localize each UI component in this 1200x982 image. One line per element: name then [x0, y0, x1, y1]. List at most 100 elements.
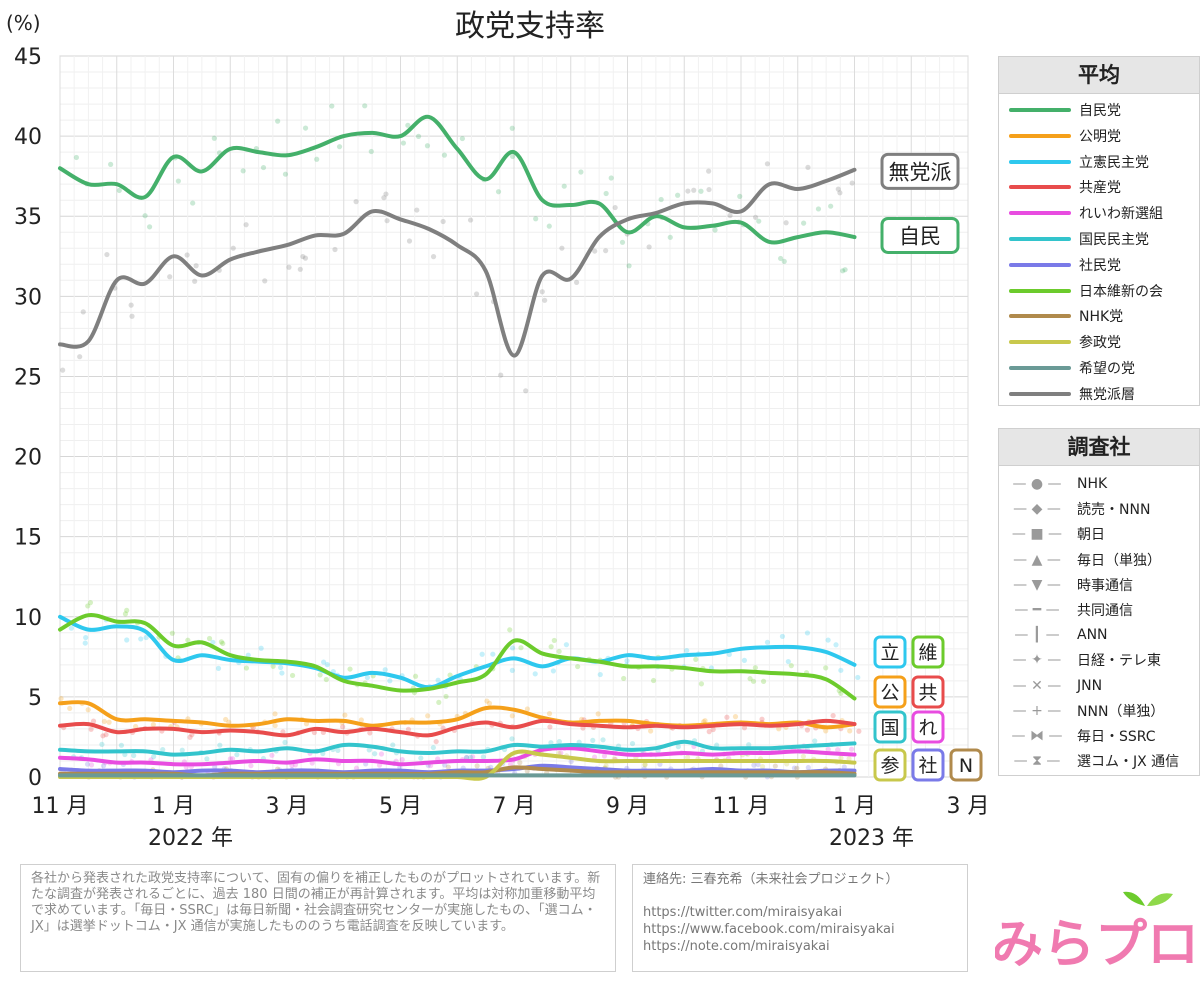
legend-item: NHK党: [1009, 305, 1123, 327]
survey-point: [710, 726, 716, 733]
survey-point: [87, 600, 94, 606]
survey-point: [206, 635, 213, 642]
survey-point: [340, 724, 346, 730]
survey-point: [556, 739, 562, 745]
survey-point: [479, 651, 485, 657]
survey-point: [243, 222, 249, 228]
survey-point: [220, 640, 226, 647]
survey-point: [756, 218, 762, 224]
survey-point: [85, 603, 91, 609]
survey-legend-label: NNN（単独）: [1077, 703, 1165, 720]
x-axis: 11 月 1 月 3 月 5 月 7 月 9 月 11 月 1 月 3 月 2022 年 2023 …: [32, 794, 990, 851]
survey-point: [849, 180, 855, 186]
twitter-link[interactable]: https://twitter.com/miraisyakai: [643, 905, 843, 920]
x-tick-label: 1 月: [833, 794, 876, 819]
survey-legend-item: — ✦ — 日経・テレ東: [1005, 649, 1161, 671]
survey-point: [590, 737, 596, 743]
circle-icon: — ● —: [1012, 476, 1062, 492]
survey-point: [856, 728, 862, 734]
survey-point: [546, 711, 553, 717]
survey-point: [760, 678, 767, 684]
survey-point: [573, 279, 580, 285]
x-tick-label: 3 月: [266, 794, 309, 819]
legend-item: 無党派層: [1009, 383, 1135, 405]
method-note: 各社から発表された政党支持率について、固有の偏りを補正したものがプロットされてい…: [20, 864, 616, 972]
survey-point: [691, 187, 697, 193]
survey-point: [227, 756, 233, 762]
survey-point: [684, 754, 691, 760]
survey-point: [693, 656, 699, 662]
x-year-label: 2023 年: [829, 826, 914, 851]
survey-point: [262, 278, 268, 284]
survey-point: [424, 143, 431, 149]
party-badge: [949, 748, 983, 782]
survey-point: [764, 639, 771, 645]
survey-point: [399, 757, 405, 763]
survey-point: [336, 144, 343, 150]
survey-point: [759, 716, 765, 722]
survey-point: [381, 195, 387, 201]
survey-point: [840, 268, 846, 274]
survey-point: [418, 755, 424, 761]
survey-point: [712, 227, 718, 233]
survey-point: [142, 213, 148, 219]
survey-point: [825, 746, 831, 752]
survey-point: [124, 637, 130, 643]
x-tick-label: 11 月: [32, 794, 89, 819]
series-line-4: [58, 746, 857, 767]
party-badge: [873, 675, 907, 709]
survey-point: [82, 640, 88, 646]
party-badge: [873, 710, 907, 744]
survey-point: [217, 742, 223, 748]
survey-point: [706, 186, 712, 193]
survey-point: [698, 681, 705, 687]
survey-point: [160, 746, 166, 753]
survey-point: [302, 255, 309, 261]
survey-point: [509, 645, 516, 651]
y-tick-label: 30: [14, 285, 42, 310]
survey-point: [260, 164, 267, 171]
survey-point: [507, 627, 513, 633]
survey-legend-label: NHK: [1077, 476, 1108, 492]
series-line-11: [58, 167, 857, 358]
legend-average: 平均 自民党 公明党 立憲民主党 共産党 れいわ新選組 国民民主党 社民党 日本維新の会 NHK…: [998, 56, 1200, 406]
facebook-link[interactable]: https://www.facebook.com/miraisyakai: [643, 922, 895, 937]
survey-point: [783, 220, 789, 226]
legend-label: 国民民主党: [1079, 232, 1149, 248]
survey-point: [447, 672, 453, 678]
survey-point: [556, 648, 562, 655]
x-tick-label: 11 月: [713, 794, 770, 819]
survey-point: [106, 719, 112, 725]
survey-point: [812, 738, 818, 744]
survey-point: [150, 721, 156, 728]
survey-point: [480, 754, 486, 760]
survey-legend-label: ANN: [1077, 627, 1108, 644]
survey-point: [314, 156, 320, 162]
bowtie-icon: — ⧓ —: [1011, 728, 1063, 744]
survey-point: [463, 754, 470, 761]
survey-point: [378, 751, 385, 757]
survey-point: [804, 727, 811, 733]
survey-point: [838, 755, 844, 761]
note-link[interactable]: https://note.com/miraisyakai: [643, 939, 830, 954]
party-badge-text: N: [959, 755, 973, 777]
x-tick-label: 3 月: [947, 794, 990, 819]
legend-item: 参政党: [1009, 331, 1121, 353]
survey-point: [167, 274, 173, 280]
survey-point: [240, 168, 246, 174]
survey-point: [603, 763, 609, 769]
survey-legend-item: — ⧓ — 毎日・SSRC: [1005, 725, 1156, 747]
survey-point: [436, 699, 442, 705]
legend-swatch: [1009, 211, 1071, 216]
survey-point: [523, 388, 529, 394]
legend-label: 公明党: [1079, 128, 1121, 145]
survey-point: [317, 672, 323, 678]
survey-point: [539, 289, 545, 295]
survey-point: [282, 739, 288, 745]
survey-point: [642, 762, 648, 768]
survey-point: [548, 740, 554, 746]
survey-point: [561, 183, 567, 189]
survey-point: [781, 258, 787, 265]
survey-point: [603, 248, 609, 254]
survey-point: [414, 207, 420, 213]
